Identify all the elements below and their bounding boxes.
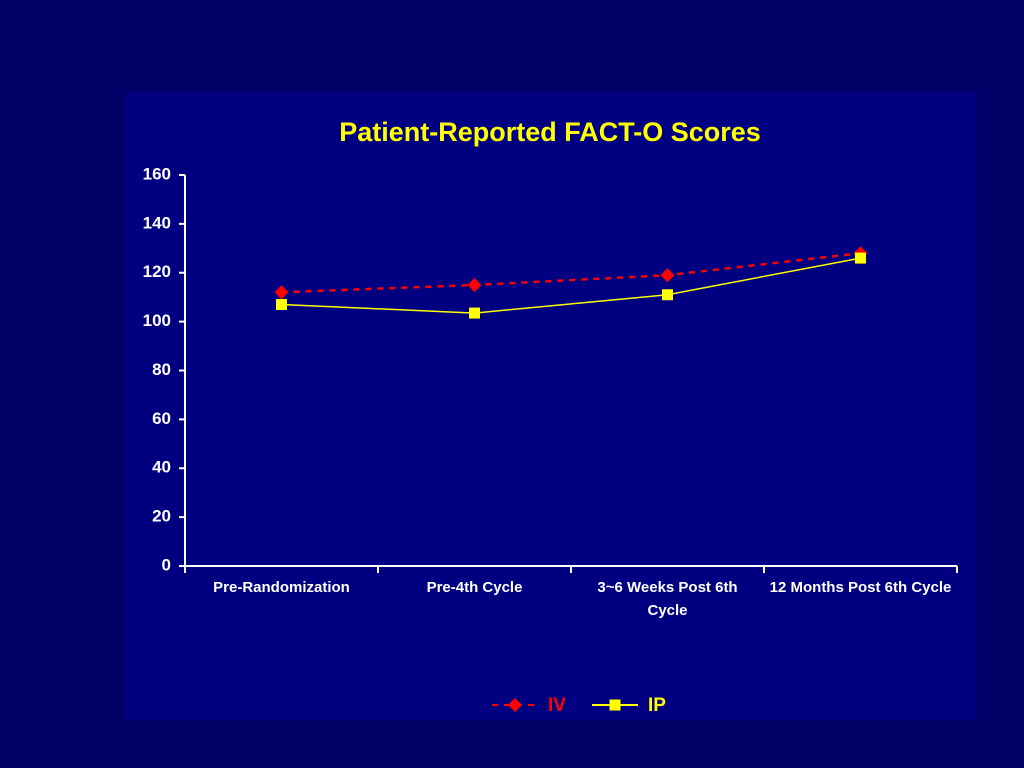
x-tick-label: 12 Months Post 6th Cycle	[769, 579, 952, 596]
marker	[660, 268, 675, 283]
y-tick-label: 40	[152, 458, 171, 477]
y-tick-label: 0	[162, 555, 171, 574]
marker	[662, 289, 673, 301]
y-tick-label: 80	[152, 360, 171, 379]
y-tick-label: 160	[143, 164, 171, 183]
marker	[469, 307, 480, 319]
marker	[276, 299, 287, 311]
y-tick-label: 20	[152, 507, 171, 526]
y-tick-label: 120	[143, 262, 171, 281]
series-line	[281, 251, 861, 294]
marker	[508, 698, 522, 712]
marker	[609, 699, 621, 711]
chart-panel	[125, 92, 976, 720]
x-tick-label: 3~6 Weeks Post 6th Cycle	[597, 579, 738, 619]
y-tick-label: 100	[143, 311, 171, 330]
marker	[467, 277, 482, 292]
legend-label: IP	[648, 695, 666, 716]
marker	[855, 252, 866, 264]
chart-title: Patient-Reported FACT-O Scores	[339, 117, 761, 147]
x-tick-label: Pre-4th Cycle	[426, 579, 523, 596]
legend-label: IV	[548, 695, 566, 716]
series-line	[281, 257, 861, 314]
y-tick-label: 140	[143, 213, 171, 232]
x-tick-label: Pre-Randomization	[213, 579, 350, 596]
y-tick-label: 60	[152, 409, 171, 428]
marker	[274, 285, 289, 300]
